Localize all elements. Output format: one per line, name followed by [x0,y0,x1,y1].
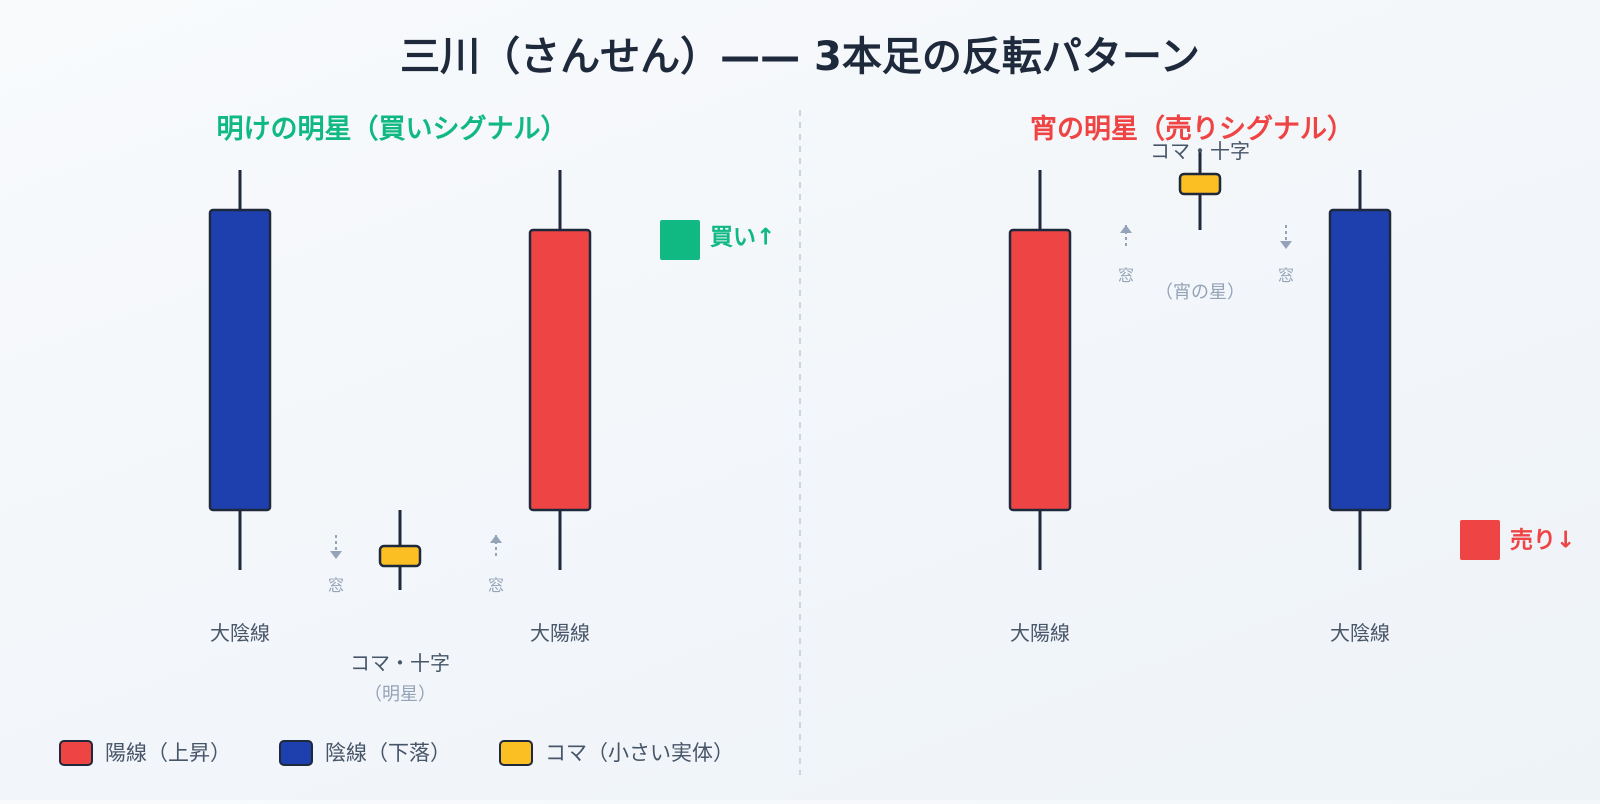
legend-item-bearish: 陰線（下落） [279,740,451,766]
gaps-morning-star: 窓窓 [328,535,504,595]
gap-marker: 窓 [488,535,504,595]
arrow-down-icon [330,535,342,559]
legend-swatch [59,740,93,766]
panel-heading-morning-star: 明けの明星（買いシグナル） [217,113,568,145]
sell-signal-label: 売り↓ [1510,528,1575,554]
arrow-up-icon [1120,225,1132,249]
candle-sublabel: （宵の星） [1155,282,1245,303]
candle-big-bullish: 大陽線 [528,170,592,645]
candle-big-bullish: 大陽線 [1008,170,1072,645]
signal-sell: 売り↓ [1460,520,1575,560]
gaps-evening-star: 窓窓 [1118,225,1294,285]
candle-sublabel: （明星） [364,684,436,705]
candle-label: コマ・十字 [1150,139,1250,163]
legend: 陽線（上昇） 陰線（下落） コマ（小さい実体） [59,740,734,766]
signal-buy: 買い↑ [660,220,775,260]
panel-heading-evening-star: 宵の明星（売りシグナル） [1030,113,1354,145]
candle-body [1008,228,1072,512]
candle-body [528,228,592,512]
candles-evening-star: 大陽線 コマ・十字 （宵の星） 大陰線 [1008,139,1392,645]
candle-doji: コマ・十字 （宵の星） [1150,139,1250,303]
panel-morning-star: 明けの明星（買いシグナル） 大陰線コマ・十字（明星）大陽線 窓窓 買い↑ [208,113,775,705]
panel-evening-star: 宵の明星（売りシグナル） 大陽線コマ・十字（宵の星）大陰線 窓窓 売り↓ [1008,113,1575,645]
candle-label: 大陽線 [530,621,590,645]
legend-label: 陽線（上昇） [105,741,231,765]
legend-swatch [279,740,313,766]
gap-label: 窓 [328,576,344,595]
gap-label: 窓 [1118,266,1134,285]
legend-item-doji: コマ（小さい実体） [499,740,734,766]
legend-label: 陰線（下落） [325,741,451,765]
candle-body [208,208,272,512]
candle-body [1328,208,1392,512]
candle-label: 大陽線 [1010,621,1070,645]
candle-doji: コマ・十字 （明星） [350,510,450,705]
candle-label: 大陰線 [1330,621,1390,645]
candle-label: 大陰線 [210,621,270,645]
candle-body [1178,172,1222,196]
page-title: 三川（さんせん）—— 3本足の反転パターン [400,34,1200,80]
gap-marker: 窓 [328,535,344,595]
legend-swatch [499,740,533,766]
legend-item-bullish: 陽線（上昇） [59,740,231,766]
sell-signal-box [1460,520,1500,560]
arrow-up-icon [490,535,502,559]
candle-big-bearish: 大陰線 [1328,170,1392,645]
buy-signal-box [660,220,700,260]
candle-label: コマ・十字 [350,651,450,675]
candle-big-bearish: 大陰線 [208,170,272,645]
buy-signal-label: 買い↑ [710,225,775,251]
gap-label: 窓 [1278,266,1294,285]
legend-label: コマ（小さい実体） [545,741,734,765]
gap-marker: 窓 [1118,225,1134,285]
candle-body [378,544,422,568]
arrow-down-icon [1280,225,1292,249]
gap-marker: 窓 [1278,225,1294,285]
gap-label: 窓 [488,576,504,595]
